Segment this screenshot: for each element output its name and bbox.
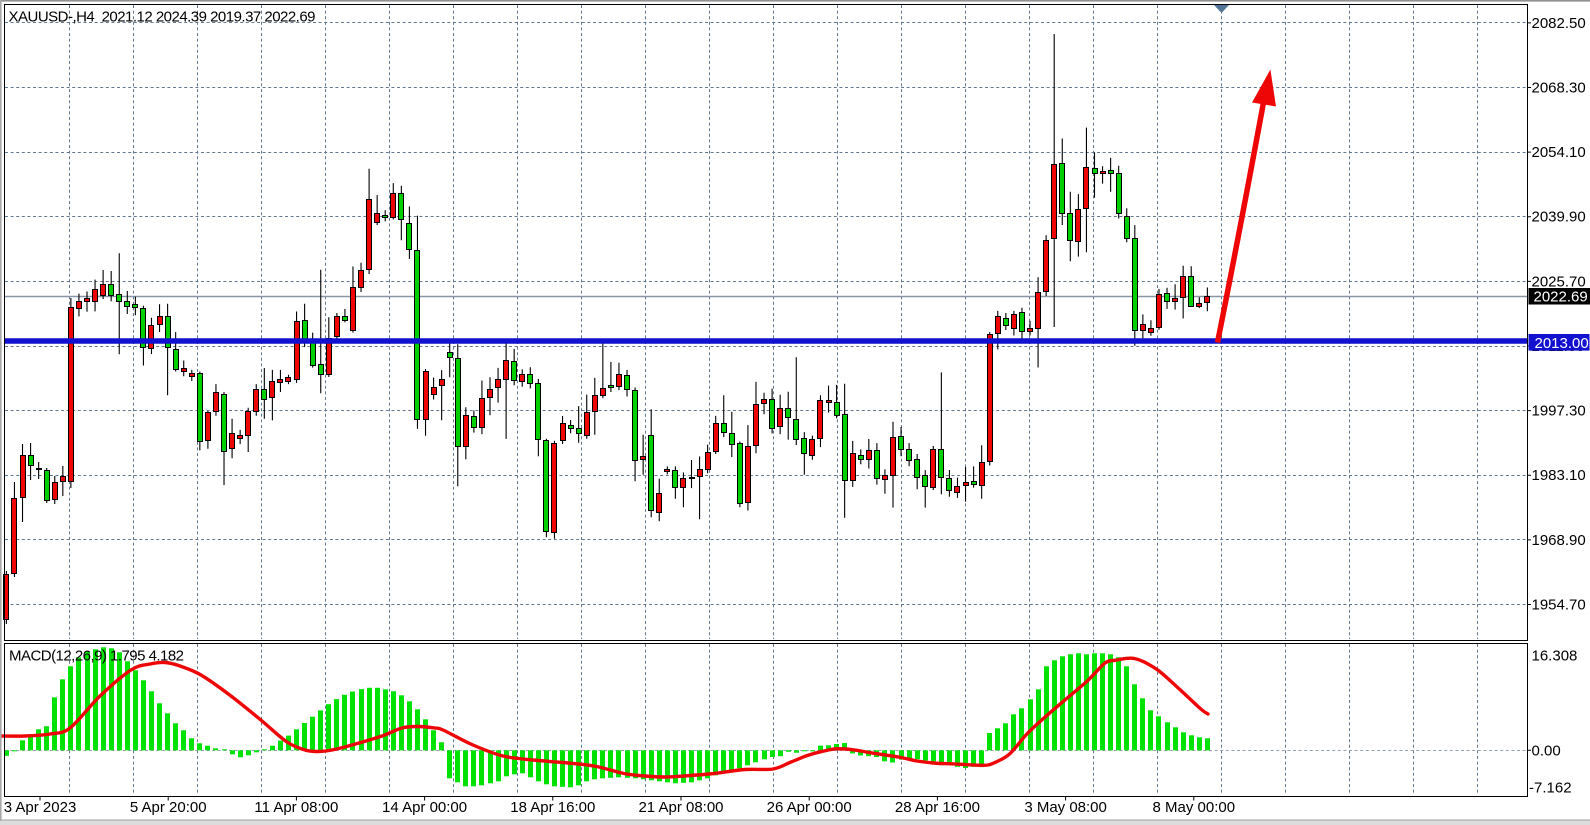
svg-text:18 Apr 16:00: 18 Apr 16:00 bbox=[510, 799, 595, 816]
svg-text:16.308: 16.308 bbox=[1532, 647, 1578, 664]
svg-text:21 Apr 08:00: 21 Apr 08:00 bbox=[638, 799, 723, 816]
svg-text:1983.10: 1983.10 bbox=[1532, 467, 1586, 484]
svg-text:5 Apr 20:00: 5 Apr 20:00 bbox=[130, 799, 207, 816]
svg-text:2022.69: 2022.69 bbox=[1534, 289, 1588, 306]
svg-text:8 May 00:00: 8 May 00:00 bbox=[1153, 799, 1236, 816]
svg-text:28 Apr 16:00: 28 Apr 16:00 bbox=[895, 799, 980, 816]
svg-text:2068.30: 2068.30 bbox=[1532, 79, 1586, 96]
svg-text:MACD(12,26,9) 1.795 4.182: MACD(12,26,9) 1.795 4.182 bbox=[9, 648, 184, 665]
svg-text:2082.50: 2082.50 bbox=[1532, 15, 1586, 32]
svg-text:11 Apr 08:00: 11 Apr 08:00 bbox=[254, 799, 338, 816]
svg-text:1954.70: 1954.70 bbox=[1532, 596, 1586, 613]
svg-text:1968.90: 1968.90 bbox=[1532, 532, 1586, 549]
svg-text:2025.70: 2025.70 bbox=[1532, 273, 1586, 290]
svg-text:0.00: 0.00 bbox=[1532, 743, 1561, 760]
svg-text:1997.30: 1997.30 bbox=[1532, 403, 1586, 420]
svg-text:XAUUSD-,H4 2021.12 2024.39 20: XAUUSD-,H4 2021.12 2024.39 2019.37 2022.… bbox=[9, 9, 316, 26]
svg-text:2039.90: 2039.90 bbox=[1532, 209, 1586, 226]
svg-text:2013.00: 2013.00 bbox=[1535, 335, 1589, 352]
svg-text:14 Apr 00:00: 14 Apr 00:00 bbox=[382, 799, 467, 816]
svg-text:-7.162: -7.162 bbox=[1529, 779, 1572, 796]
svg-text:3 May 08:00: 3 May 08:00 bbox=[1024, 799, 1107, 816]
svg-text:2054.10: 2054.10 bbox=[1532, 144, 1586, 161]
svg-text:26 Apr 00:00: 26 Apr 00:00 bbox=[767, 799, 852, 816]
svg-text:3 Apr 2023: 3 Apr 2023 bbox=[4, 799, 77, 816]
